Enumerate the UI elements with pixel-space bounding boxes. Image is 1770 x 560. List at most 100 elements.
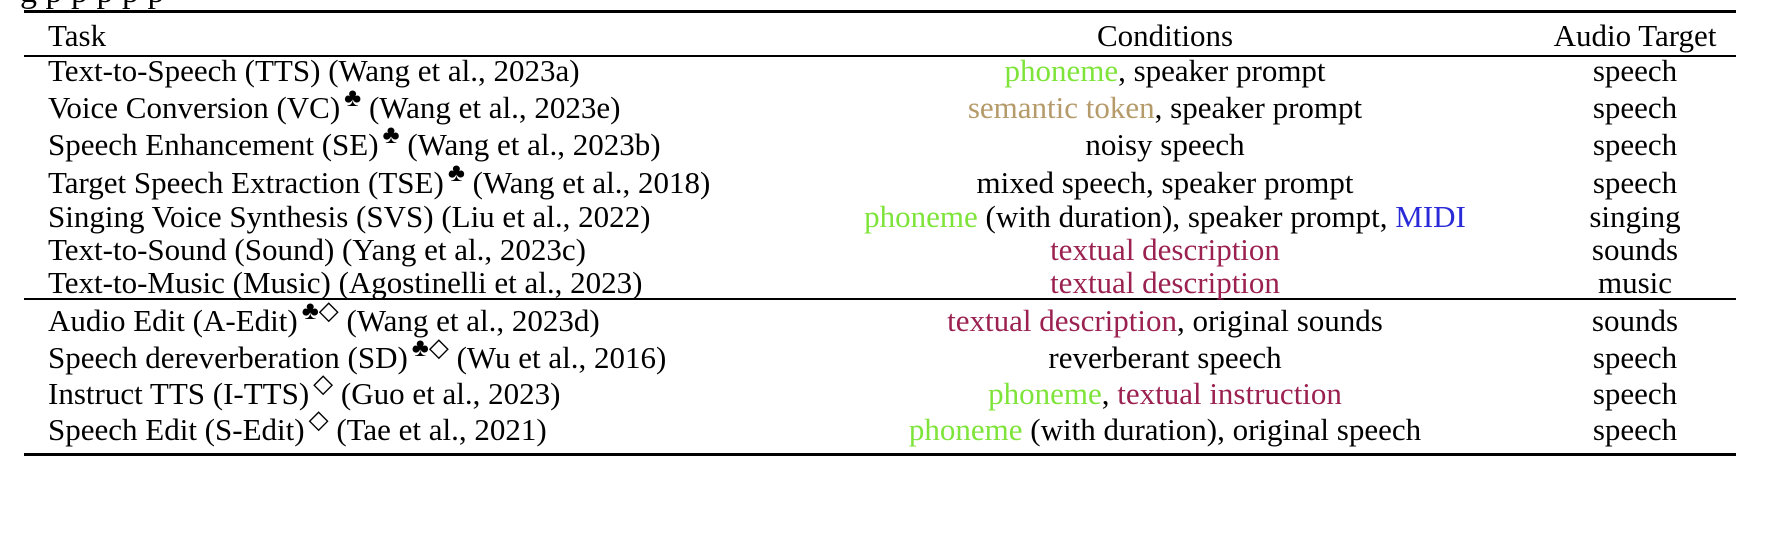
task-citation: (Wang et al., 2023a) bbox=[320, 53, 580, 88]
task-cell: Text-to-Music (Music) (Agostinelli et al… bbox=[48, 262, 642, 304]
group-separator-rule bbox=[24, 298, 1736, 300]
task-marker-icon: ♣◇ bbox=[301, 296, 339, 325]
task-cell: Speech Enhancement (SE) ♣ (Wang et al., 2… bbox=[48, 120, 661, 168]
task-name: Instruct TTS (I-TTS) bbox=[48, 376, 310, 411]
task-cell: Audio Edit (A-Edit) ♣◇ (Wang et al., 2023… bbox=[48, 296, 600, 344]
conditions-cell: textual description bbox=[1050, 262, 1280, 304]
header-task: Task bbox=[48, 18, 107, 53]
task-cell: Singing Voice Synthesis (SVS) (Liu et al… bbox=[48, 196, 651, 238]
conditions-cell: phoneme, speaker prompt bbox=[1004, 50, 1325, 92]
header-row: Task Conditions Audio Target bbox=[0, 15, 1770, 57]
conditions-cell: phoneme (with duration), speaker prompt,… bbox=[864, 196, 1466, 238]
task-marker-icon: ♣ bbox=[447, 158, 465, 187]
task-name: Voice Conversion (VC) bbox=[48, 90, 341, 125]
task-cell: Speech dereverberation (SD) ♣◇ (Wu et al.… bbox=[48, 333, 667, 381]
audio-target-cell: speech bbox=[1592, 53, 1678, 88]
condition-segment: semantic token bbox=[967, 90, 1155, 125]
task-citation: (Yang et al., 2023c) bbox=[334, 232, 586, 267]
task-cell: Text-to-Sound (Sound) (Yang et al., 2023… bbox=[48, 229, 586, 271]
task-marker-icon: ♣ bbox=[382, 120, 400, 149]
task-name: Target Speech Extraction (TSE) bbox=[48, 165, 444, 200]
task-citation: (Wang et al., 2018) bbox=[464, 165, 711, 200]
audio-target-cell: speech bbox=[1592, 90, 1678, 125]
task-name: Speech Enhancement (SE) bbox=[48, 127, 379, 162]
task-name: Text-to-Music (Music) bbox=[48, 265, 331, 300]
conditions-cell: reverberant speech bbox=[1048, 337, 1281, 379]
task-marker-icon: ♣ bbox=[344, 83, 362, 112]
table-row: Text-to-Sound (Sound) (Yang et al., 2023… bbox=[0, 229, 1770, 271]
conditions-cell: phoneme (with duration), original speech bbox=[909, 409, 1421, 451]
top-rule bbox=[24, 10, 1736, 13]
table-row: Target Speech Extraction (TSE) ♣ (Wang et… bbox=[0, 158, 1770, 206]
condition-segment: textual instruction bbox=[1117, 376, 1342, 411]
table-row: Speech Edit (S-Edit) ◇ (Tae et al., 2021)… bbox=[0, 405, 1770, 453]
audio-target-cell: speech bbox=[1592, 165, 1678, 200]
task-cell: Voice Conversion (VC) ♣ (Wang et al., 202… bbox=[48, 83, 621, 131]
condition-segment: textual description bbox=[1050, 265, 1280, 300]
table-row: Singing Voice Synthesis (SVS) (Liu et al… bbox=[0, 196, 1770, 238]
audio-target-cell: speech bbox=[1592, 127, 1678, 162]
conditions-cell: mixed speech, speaker prompt bbox=[976, 162, 1353, 204]
condition-segment: , speaker prompt bbox=[1154, 90, 1363, 125]
task-name: Speech dereverberation (SD) bbox=[48, 340, 408, 375]
conditions-cell: semantic token, speaker prompt bbox=[968, 87, 1362, 129]
audio-target-cell: singing bbox=[1589, 199, 1681, 234]
task-citation: (Tae et al., 2021) bbox=[328, 412, 547, 447]
condition-segment: , bbox=[1101, 376, 1118, 411]
table-row: Speech Enhancement (SE) ♣ (Wang et al., 2… bbox=[0, 120, 1770, 168]
conditions-cell: phoneme, textual instruction bbox=[988, 373, 1342, 415]
audio-target-cell: speech bbox=[1592, 412, 1678, 447]
task-citation: (Wang et al., 2023d) bbox=[338, 303, 600, 338]
condition-segment: textual description bbox=[947, 303, 1178, 338]
condition-segment: phoneme bbox=[1004, 53, 1119, 88]
task-citation: (Wang et al., 2023e) bbox=[361, 90, 621, 125]
condition-segment: textual description bbox=[1050, 232, 1280, 267]
task-marker-icon: ◇ bbox=[313, 369, 334, 398]
header-audio-target: Audio Target bbox=[1553, 18, 1717, 53]
task-marker-icon: ◇ bbox=[308, 405, 329, 434]
table-caption-fragment: g p p p p p bbox=[20, 0, 1740, 12]
header-conditions: Conditions bbox=[1096, 18, 1234, 53]
conditions-cell: textual description bbox=[1050, 229, 1280, 271]
condition-segment: mixed speech, speaker prompt bbox=[976, 165, 1354, 200]
audio-target-cell: sounds bbox=[1591, 303, 1679, 338]
table-row: Audio Edit (A-Edit) ♣◇ (Wang et al., 2023… bbox=[0, 296, 1770, 344]
bottom-rule bbox=[24, 453, 1736, 456]
audio-target-cell: speech bbox=[1592, 340, 1678, 375]
audio-target-cell: sounds bbox=[1591, 232, 1679, 267]
task-citation: (Wu et al., 2016) bbox=[448, 340, 667, 375]
task-marker-icon: ♣◇ bbox=[411, 333, 449, 362]
condition-segment: phoneme bbox=[988, 376, 1102, 411]
condition-segment: phoneme bbox=[908, 412, 1023, 447]
table-row: Text-to-Music (Music) (Agostinelli et al… bbox=[0, 262, 1770, 304]
condition-segment: , original sounds bbox=[1177, 303, 1383, 338]
task-citation: (Liu et al., 2022) bbox=[433, 199, 651, 234]
condition-segment: (with duration), original speech bbox=[1022, 412, 1422, 447]
task-citation: (Wang et al., 2023b) bbox=[399, 127, 661, 162]
audio-target-cell: speech bbox=[1592, 376, 1678, 411]
condition-segment: phoneme bbox=[864, 199, 978, 234]
task-name: Singing Voice Synthesis (SVS) bbox=[48, 199, 434, 234]
task-cell: Speech Edit (S-Edit) ◇ (Tae et al., 2021) bbox=[48, 405, 547, 453]
table-row: Voice Conversion (VC) ♣ (Wang et al., 202… bbox=[0, 83, 1770, 131]
task-name: Text-to-Speech (TTS) bbox=[48, 53, 321, 88]
task-citation: (Agostinelli et al., 2023) bbox=[330, 265, 643, 300]
task-name: Text-to-Sound (Sound) bbox=[48, 232, 335, 267]
condition-segment: noisy speech bbox=[1085, 127, 1245, 162]
task-cell: Target Speech Extraction (TSE) ♣ (Wang et… bbox=[48, 158, 711, 206]
task-cell: Instruct TTS (I-TTS) ◇ (Guo et al., 2023) bbox=[48, 369, 560, 417]
conditions-cell: textual description, original sounds bbox=[947, 300, 1383, 342]
condition-segment: (with duration), speaker prompt, bbox=[977, 199, 1396, 234]
table-row: Text-to-Speech (TTS) (Wang et al., 2023a… bbox=[0, 50, 1770, 92]
condition-segment: , speaker prompt bbox=[1118, 53, 1326, 88]
condition-segment: reverberant speech bbox=[1048, 340, 1282, 375]
condition-segment: MIDI bbox=[1395, 199, 1466, 234]
table-row: Speech dereverberation (SD) ♣◇ (Wu et al.… bbox=[0, 333, 1770, 381]
task-name: Speech Edit (S-Edit) bbox=[48, 412, 305, 447]
task-cell: Text-to-Speech (TTS) (Wang et al., 2023a… bbox=[48, 50, 580, 92]
header-rule bbox=[24, 55, 1736, 57]
table-row: Instruct TTS (I-TTS) ◇ (Guo et al., 2023)… bbox=[0, 369, 1770, 417]
conditions-cell: noisy speech bbox=[1085, 124, 1244, 166]
task-name: Audio Edit (A-Edit) bbox=[48, 303, 298, 338]
audio-target-cell: music bbox=[1597, 265, 1673, 300]
